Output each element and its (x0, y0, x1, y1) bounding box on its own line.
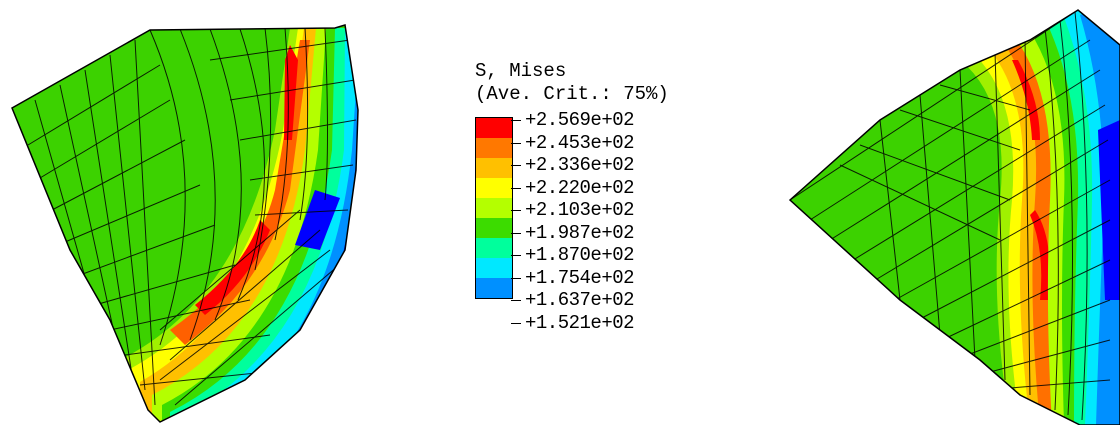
legend-value-text: +2.103e+02 (525, 199, 635, 221)
legend-value-text: +1.521e+02 (525, 311, 635, 334)
legend-color-bar (475, 117, 513, 299)
legend-value-text: +2.336e+02 (525, 154, 635, 176)
legend-value-text: +2.220e+02 (525, 176, 635, 199)
contour-legend: S, Mises (Ave. Crit.: 75%) +2.569e+02 +2.… (475, 60, 765, 339)
legend-subtitle: (Ave. Crit.: 75%) (475, 83, 669, 105)
legend-value-label: +1.754e+02 (510, 266, 635, 290)
legend-value-text: +1.754e+02 (525, 266, 635, 289)
legend-value-text: +2.453e+02 (525, 131, 635, 154)
legend-value-label: +2.220e+02 (510, 176, 635, 200)
legend-swatch (476, 218, 512, 238)
legend-value-label: +1.521e+02 (510, 311, 635, 335)
legend-value-label: +2.103e+02 (510, 199, 635, 222)
legend-swatch (476, 118, 512, 138)
legend-value-label: +2.453e+02 (510, 131, 635, 155)
left-contour-sector (11, 24, 359, 423)
legend-swatch (476, 158, 512, 178)
legend-value-label: +1.637e+02 (510, 289, 635, 312)
legend-title: S, Mises (475, 60, 567, 82)
legend-value-label: +2.569e+02 (510, 109, 635, 132)
legend-swatch (476, 258, 512, 278)
legend-value-label: +1.870e+02 (510, 244, 635, 267)
legend-scale: +2.569e+02 +2.453e+02 +2.336e+02 +2.220e+02… (475, 109, 765, 339)
legend-value-text: +1.987e+02 (525, 221, 635, 244)
legend-value-text: +2.569e+02 (525, 109, 635, 131)
legend-swatch (476, 278, 512, 298)
right-contour-sector (788, 9, 1120, 425)
legend-value-label: +1.987e+02 (510, 221, 635, 245)
legend-value-text: +1.637e+02 (525, 289, 635, 311)
legend-value-label: +2.336e+02 (510, 154, 635, 177)
legend-value-text: +1.870e+02 (525, 244, 635, 266)
legend-swatch (476, 238, 512, 258)
legend-swatch (476, 198, 512, 218)
legend-swatch (476, 178, 512, 198)
legend-value-labels: +2.569e+02 +2.453e+02 +2.336e+02 +2.220e+02… (510, 109, 635, 335)
legend-swatch (476, 138, 512, 158)
